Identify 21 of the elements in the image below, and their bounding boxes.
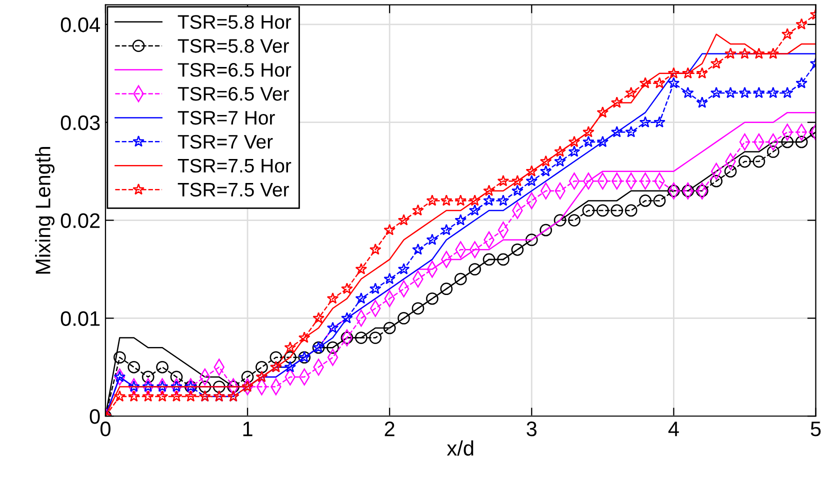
legend-label: TSR=7 Ver xyxy=(178,134,273,149)
y-tick-label: 0.04 xyxy=(60,17,100,32)
y-axis-title: Mixing Length xyxy=(35,146,55,274)
y-tick-label: 0.02 xyxy=(60,213,100,228)
legend-label: TSR=6.5 Hor xyxy=(178,63,292,77)
x-axis-title: x/d xyxy=(446,440,474,456)
y-tick-label: 0.03 xyxy=(60,115,100,130)
y-tick-label: 0.01 xyxy=(60,311,100,326)
x-tick-label: 4 xyxy=(668,422,679,436)
y-tick-label: 0 xyxy=(90,409,100,424)
x-tick-label: 5 xyxy=(810,422,821,436)
legend-label: TSR=7.5 Hor xyxy=(178,158,292,173)
legend-label: TSR=7 Hor xyxy=(178,110,275,125)
legend-label: TSR=7.5 Ver xyxy=(178,182,289,197)
legend-label: TSR=5.8 Ver xyxy=(178,39,289,53)
legend-label: TSR=5.8 Hor xyxy=(178,15,292,29)
x-tick-label: 1 xyxy=(243,422,252,436)
legend-label: TSR=6.5 Ver xyxy=(178,86,289,101)
x-tick-label: 2 xyxy=(384,422,394,436)
x-tick-label: 0 xyxy=(100,422,110,436)
x-tick-label: 3 xyxy=(526,422,537,436)
